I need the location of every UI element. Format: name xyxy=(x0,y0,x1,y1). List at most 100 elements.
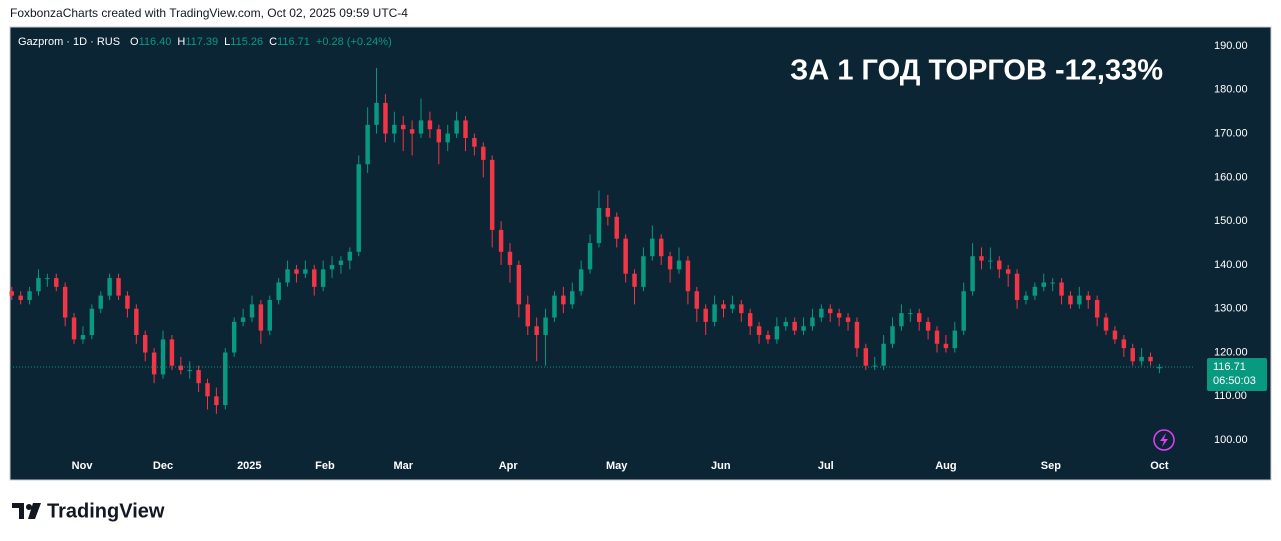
ohlc-close: 116.71 xyxy=(277,36,310,48)
candle-body xyxy=(979,256,984,261)
candle-body xyxy=(774,326,780,340)
ohlc-l_key: L xyxy=(224,36,230,48)
candle-body xyxy=(605,208,611,217)
candle-body xyxy=(267,299,272,331)
candle-body xyxy=(285,269,290,283)
candle-body xyxy=(925,321,931,331)
candle-body xyxy=(739,304,744,314)
candle-body xyxy=(18,295,23,300)
candle-body xyxy=(632,273,637,287)
symbol: Gazprom · 1D · RUS xyxy=(18,36,120,48)
brand-logo xyxy=(12,503,41,519)
candle-body xyxy=(472,137,477,147)
candle-body xyxy=(329,264,335,270)
candle-body xyxy=(507,251,513,265)
candle-body xyxy=(908,313,913,315)
candle-body xyxy=(1103,317,1109,331)
candle-body xyxy=(445,133,450,143)
candle-body xyxy=(534,326,539,336)
candle-body xyxy=(1148,356,1153,362)
chart-title: ЗА 1 ГОД ТОРГОВ -12,33% xyxy=(790,55,1163,87)
candle-body xyxy=(27,291,32,300)
candle-body xyxy=(828,308,833,314)
candle-body xyxy=(54,278,59,287)
candle-body xyxy=(703,308,708,322)
candle-body xyxy=(685,260,691,292)
candle-body xyxy=(596,208,602,244)
candle-body xyxy=(570,291,575,305)
candle-body xyxy=(1112,330,1118,340)
candle-body xyxy=(427,120,433,130)
candle-body xyxy=(952,330,958,349)
candle-body xyxy=(214,396,219,406)
candle-body xyxy=(116,278,121,296)
y-tick-label: 120.00 xyxy=(1214,346,1248,358)
countdown: 06:50:03 xyxy=(1213,375,1256,387)
candle-body xyxy=(552,295,557,318)
candle-body xyxy=(845,317,851,322)
header: FoxbonzaCharts created with TradingView.… xyxy=(10,6,408,20)
x-tick-label: May xyxy=(606,460,628,472)
candle-body xyxy=(151,352,157,375)
brand: TradingView xyxy=(47,500,165,522)
alert-bolt xyxy=(1160,433,1168,447)
candle-body xyxy=(489,159,495,230)
y-tick-label: 190.00 xyxy=(1214,40,1248,52)
candle-body xyxy=(347,251,353,261)
ohlc-o_key: O xyxy=(130,36,139,48)
x-tick-label: Jun xyxy=(711,460,731,472)
candle-body xyxy=(196,370,201,384)
candle-body xyxy=(205,383,210,397)
candle-body xyxy=(231,321,237,353)
x-tick-label: Dec xyxy=(153,460,173,472)
candle-body xyxy=(303,269,308,274)
candle-body xyxy=(392,124,397,134)
candle-body xyxy=(187,370,192,372)
candle-body xyxy=(1005,269,1011,274)
alert-icon[interactable] xyxy=(1153,429,1175,451)
candle-body xyxy=(934,330,940,344)
x-tick-label: Sep xyxy=(1041,460,1061,472)
candle-body xyxy=(997,260,1002,270)
candle-body xyxy=(1059,282,1064,296)
candle-body xyxy=(658,238,664,257)
candle-body xyxy=(943,343,949,349)
candle-body xyxy=(765,335,771,340)
candle-body xyxy=(338,260,344,265)
candle-body xyxy=(756,326,762,336)
y-tick-label: 180.00 xyxy=(1214,84,1248,96)
candle-body xyxy=(525,304,530,327)
candle-body xyxy=(516,264,522,305)
candle-body xyxy=(71,317,77,340)
y-tick-label: 110.00 xyxy=(1214,390,1247,402)
x-tick-label: Mar xyxy=(393,460,413,472)
candle-body xyxy=(970,256,975,292)
x-tick-label: Nov xyxy=(72,460,94,472)
ohlc-open: 116.40 xyxy=(139,36,172,48)
x-tick-label: Feb xyxy=(315,460,335,472)
y-tick-label: 150.00 xyxy=(1214,215,1248,227)
candle-body xyxy=(1121,339,1127,349)
candle-body xyxy=(641,256,646,287)
candle-body xyxy=(312,269,317,287)
ohlc-low: 115.26 xyxy=(230,36,263,48)
candle-body xyxy=(561,295,566,305)
candle-body xyxy=(320,269,326,287)
candle-body xyxy=(383,102,388,134)
candle-body xyxy=(899,313,904,327)
candle-body xyxy=(1077,295,1082,305)
candle-body xyxy=(80,335,86,340)
candle-body xyxy=(712,304,717,322)
candle-body xyxy=(1068,295,1073,305)
candle-body xyxy=(1130,348,1135,362)
candle-body xyxy=(916,313,922,322)
candle-body xyxy=(863,348,869,366)
candle-body xyxy=(721,304,726,309)
candle-body xyxy=(178,365,184,371)
candle-body xyxy=(650,238,655,257)
candle-body xyxy=(36,278,41,292)
candle-body xyxy=(62,286,68,318)
candle-body xyxy=(498,229,504,252)
candle-body xyxy=(45,278,50,280)
candle-body xyxy=(240,317,246,322)
